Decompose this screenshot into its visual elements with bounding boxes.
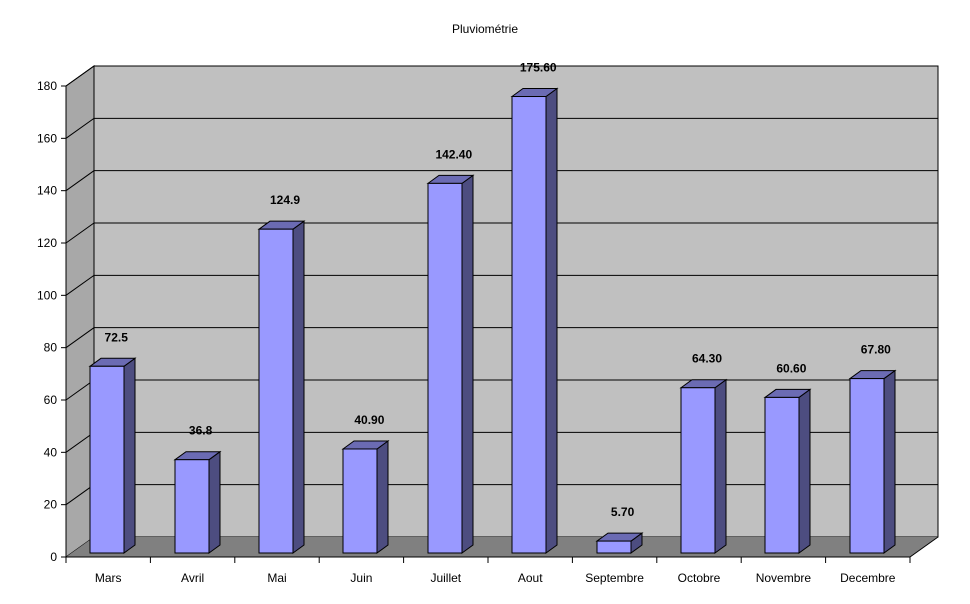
bar-side	[798, 388, 811, 554]
y-axis-ticks: 0 20 40 60 80 100 120 140 160 180	[37, 79, 66, 564]
data-label: 142.40	[435, 147, 472, 161]
gridline	[65, 170, 938, 192]
bar-front	[258, 228, 294, 554]
bar-front	[680, 387, 716, 554]
bar-avril	[173, 450, 222, 554]
bar-juin	[341, 439, 390, 554]
x-tick-label: Avril	[181, 571, 204, 585]
bar-front	[511, 96, 547, 554]
x-tick-label: Octobre	[678, 571, 721, 585]
bar-octobre	[679, 378, 728, 554]
gridline	[65, 117, 938, 139]
y-tick-label: 60	[44, 393, 58, 407]
bar-side	[123, 357, 136, 554]
chart-title: Pluviométrie	[452, 22, 518, 36]
y-tick-label: 140	[37, 184, 57, 198]
bar-aout	[510, 87, 559, 554]
bar-mars	[88, 357, 137, 554]
data-label: 64.30	[692, 352, 722, 366]
floor-edge	[909, 536, 939, 558]
y-tick-label: 120	[37, 236, 57, 250]
x-tick-label: Mai	[267, 571, 286, 585]
bar-mai	[257, 220, 306, 554]
data-label: 36.8	[189, 424, 213, 438]
gridline	[65, 222, 938, 244]
y-tick-label: 100	[37, 288, 57, 302]
data-labels: 72.5 36.8 124.9 40.90 142.40 175.60 5.70 64.30 6…	[105, 61, 892, 520]
x-tick-label: Septembre	[585, 571, 644, 585]
bar-side	[883, 369, 896, 554]
bar-side	[461, 174, 474, 554]
bar-novembre	[763, 388, 812, 554]
y-tick-label: 0	[50, 550, 57, 564]
bar-front	[342, 448, 378, 554]
bar-front	[89, 365, 125, 554]
gridline	[65, 274, 938, 296]
data-label: 67.80	[861, 343, 891, 357]
y-tick-label: 20	[44, 498, 58, 512]
y-tick-label: 40	[44, 445, 58, 459]
bar-side	[714, 378, 727, 554]
y-tick-label: 80	[44, 341, 58, 355]
gridline	[65, 65, 938, 87]
x-tick-label: Juin	[350, 571, 372, 585]
bar-juillet	[426, 174, 475, 554]
x-tick-label: Decembre	[840, 571, 896, 585]
bar-septembre	[595, 532, 644, 554]
x-tick-label: Aout	[518, 571, 543, 585]
x-tick-label: Mars	[95, 571, 122, 585]
bar-side	[208, 450, 221, 554]
x-tick-label: Novembre	[756, 571, 812, 585]
data-label: 40.90	[354, 413, 384, 427]
bar-front	[427, 182, 463, 554]
data-label: 72.5	[105, 330, 129, 344]
bar-side	[292, 220, 305, 554]
bars	[88, 87, 897, 554]
y-tick-label: 160	[37, 131, 57, 145]
x-tick-label: Juillet	[430, 571, 461, 585]
data-label: 5.70	[611, 505, 635, 519]
bar-front	[596, 540, 632, 554]
bar-front	[849, 378, 885, 554]
bar-side	[376, 439, 389, 554]
data-label: 175.60	[520, 61, 557, 75]
bar-front	[174, 459, 210, 554]
data-label: 124.9	[270, 193, 300, 207]
bar-decembre	[848, 369, 897, 554]
gridline	[65, 327, 938, 349]
y-tick-label: 180	[37, 79, 57, 93]
x-axis-labels: Mars Avril Mai Juin Juillet Aout Septembre Octo…	[65, 557, 911, 585]
bar-front	[764, 396, 800, 554]
bar-side	[545, 87, 558, 554]
data-label: 60.60	[776, 361, 806, 375]
